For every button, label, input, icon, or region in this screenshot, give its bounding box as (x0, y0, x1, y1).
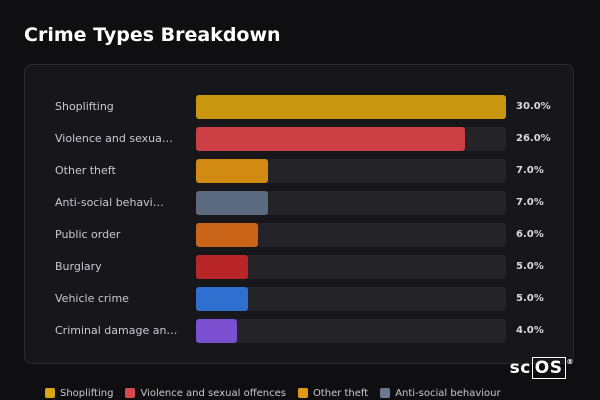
bar-track (196, 255, 506, 279)
bar-row: Criminal damage an… 4.0% (55, 319, 555, 343)
bar-track (196, 319, 506, 343)
bar-row: Vehicle crime 5.0% (55, 287, 555, 311)
logo-registered-mark: ® (566, 358, 574, 366)
bar-label: Public order (55, 228, 121, 241)
bar-track (196, 95, 506, 119)
logo-boxed: OS (531, 357, 566, 379)
legend-item: Shoplifting (45, 388, 113, 399)
bar (196, 127, 465, 151)
bar-track (196, 223, 506, 247)
bar (196, 95, 506, 119)
legend-swatch (45, 388, 55, 398)
bar-row: Burglary 5.0% (55, 255, 555, 279)
bar-value-label: 30.0% (516, 101, 551, 112)
bar-value-label: 4.0% (516, 325, 544, 336)
bar-value-label: 5.0% (516, 293, 544, 304)
chart-title: Crime Types Breakdown (24, 24, 281, 46)
legend-swatch (297, 388, 308, 398)
bar-track (196, 191, 506, 215)
bar-value-label: 26.0% (516, 133, 551, 144)
bar-row: Anti-social behavi… 7.0% (55, 191, 555, 215)
bar (196, 191, 268, 215)
bar-row: Other theft 7.0% (55, 159, 555, 183)
bar-track (196, 127, 506, 151)
bar-label: Shoplifting (55, 100, 114, 113)
legend-item: Other theft (297, 387, 369, 399)
bar-label: Criminal damage an… (55, 324, 178, 337)
bar (196, 287, 248, 311)
bar-label: Anti-social behavi… (55, 196, 164, 209)
bar-track (196, 159, 506, 183)
bar-label: Violence and sexua… (55, 132, 173, 145)
bar-label: Vehicle crime (55, 292, 129, 305)
bar (196, 255, 248, 279)
legend-swatch (125, 388, 136, 398)
legend-label: Shoplifting (60, 387, 114, 399)
bar-label: Burglary (55, 260, 102, 273)
legend-label: Other theft (312, 387, 369, 399)
bar (196, 223, 258, 247)
bar-row: Shoplifting 30.0% (55, 95, 555, 119)
legend-label: Anti-social behaviour (395, 387, 501, 399)
legend-swatch (380, 388, 391, 398)
legend-label: Violence and sexual offences (140, 387, 286, 399)
legend-item: Anti-social behaviour (380, 387, 501, 399)
bar (196, 159, 268, 183)
brand-logo: sc OS ® (509, 357, 574, 379)
bar (196, 319, 237, 343)
bar-label: Other theft (55, 164, 116, 177)
logo-prefix: sc (509, 358, 531, 378)
bar-track (196, 287, 506, 311)
chart-card: Shoplifting 30.0% Violence and sexua… 26.0%… (24, 64, 574, 364)
bar-row: Violence and sexua… 26.0% (55, 127, 555, 151)
bar-value-label: 6.0% (516, 229, 544, 240)
legend-item: Violence and sexual offences (125, 388, 286, 399)
chart-legend: Shoplifting Violence and sexual offences O… (45, 386, 501, 400)
bar-value-label: 7.0% (516, 197, 544, 208)
bar-row: Public order 6.0% (55, 223, 555, 247)
bar-value-label: 5.0% (516, 261, 544, 272)
bar-value-label: 7.0% (516, 165, 544, 176)
